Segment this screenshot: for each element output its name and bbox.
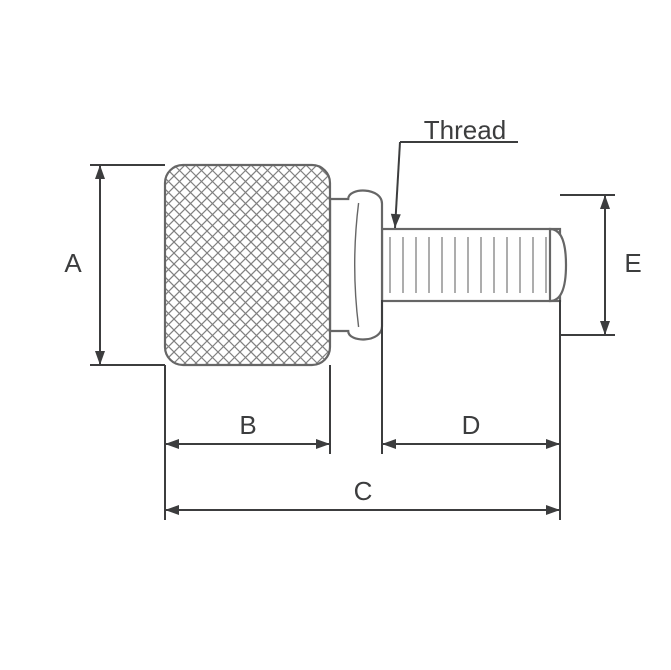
label-b: B: [239, 410, 256, 440]
label-a: A: [64, 248, 82, 278]
label-c: C: [354, 476, 373, 506]
shaft-tip: [550, 229, 566, 301]
label-thread: Thread: [424, 115, 506, 145]
shoulder-neck: [330, 191, 382, 340]
thumb-screw-diagram: A B C D E Thread: [0, 0, 671, 670]
label-e: E: [624, 248, 641, 278]
label-d: D: [462, 410, 481, 440]
